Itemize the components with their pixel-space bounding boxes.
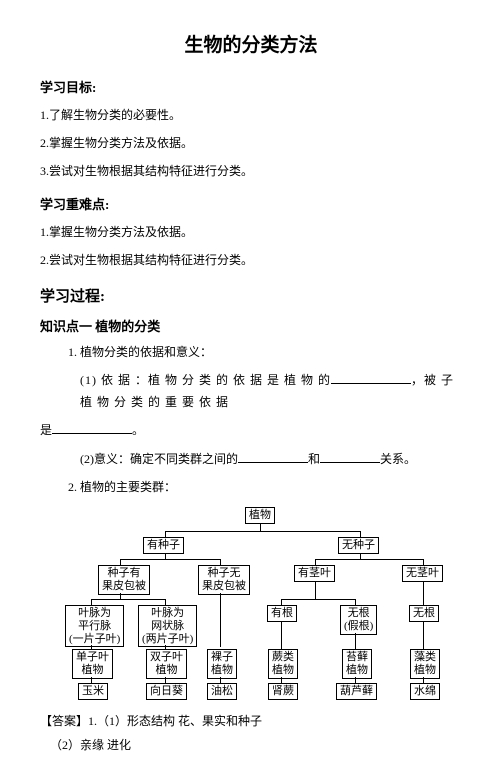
- tree-node: 向日葵: [146, 683, 187, 700]
- q2-text-a: (2)意义：确定不同类群之间的: [80, 452, 238, 466]
- q1-text-a: (1) 依 据 ：植 物 分 类 的 依 据 是 植 物 的: [80, 373, 331, 387]
- tree-node: 有根: [267, 605, 297, 622]
- tree-node: 肾蕨: [268, 683, 298, 700]
- tree-node: 玉米: [78, 683, 108, 700]
- difficult-item: 1.掌握生物分类方法及依据。: [40, 223, 462, 241]
- kp1-header: 知识点一 植物的分类: [40, 316, 462, 335]
- goal-item: 2.掌握生物分类方法及依据。: [40, 134, 462, 152]
- kp1-q1-cont: 是。: [40, 421, 462, 440]
- tree-line: [315, 581, 316, 599]
- tree-line: [423, 581, 424, 605]
- tree-node: 有茎叶: [294, 565, 335, 582]
- process-header: 学习过程:: [40, 285, 462, 306]
- q1-text-d: 。: [132, 423, 144, 437]
- tree-node: 裸子植物: [207, 649, 237, 678]
- difficult-header: 学习重难点:: [40, 194, 462, 213]
- tree-node: 种子无果皮包被: [198, 565, 250, 594]
- tree-node: 蕨类植物: [268, 649, 298, 678]
- kp1-line1: 1. 植物分类的依据和意义：: [68, 343, 462, 362]
- tree-node-root: 植物: [245, 507, 275, 524]
- tree-line: [120, 559, 220, 560]
- blank-field[interactable]: [52, 433, 132, 434]
- tree-node: 单子叶植物: [72, 649, 113, 678]
- tree-line: [355, 633, 356, 649]
- tree-line: [165, 531, 360, 532]
- goal-item: 3.尝试对生物根据其结构特征进行分类。: [40, 162, 462, 180]
- tree-node: 双子叶植物: [146, 649, 187, 678]
- q2-text-b: 和: [308, 452, 320, 466]
- tree-node: 葫芦藓: [336, 683, 377, 700]
- tree-node: 无根: [409, 605, 439, 622]
- tree-node: 油松: [207, 683, 237, 700]
- kp1-q2: (2)意义：确定不同类群之间的 和 关系。: [80, 449, 462, 471]
- tree-node: 无茎叶: [402, 565, 443, 582]
- tree-node: 无根(假根): [340, 605, 377, 634]
- answer-text1: 1.（1）形态结构 花、果实和种子: [88, 714, 262, 728]
- answer-line2: （2）亲缘 进化: [50, 736, 462, 754]
- kp1-line2: 2. 植物的主要类群：: [68, 478, 462, 497]
- page-title: 生物的分类方法: [40, 30, 462, 57]
- tree-line: [281, 621, 282, 649]
- blank-field[interactable]: [331, 383, 411, 384]
- tree-line: [423, 621, 424, 649]
- tree-node: 有种子: [143, 537, 184, 554]
- tree-node: 叶脉为网状脉(两片子叶): [138, 605, 197, 647]
- blank-field[interactable]: [238, 462, 308, 463]
- answer-label: 【答案】: [40, 714, 88, 728]
- kp1-q1: (1) 依 据 ：植 物 分 类 的 依 据 是 植 物 的，被 子 植 物 分…: [80, 370, 462, 413]
- tree-line: [315, 559, 423, 560]
- tree-node: 水绵: [410, 683, 440, 700]
- goal-item: 1.了解生物分类的必要性。: [40, 106, 462, 124]
- tree-node: 苔藓植物: [342, 649, 372, 678]
- difficult-item: 2.尝试对生物根据其结构特征进行分类。: [40, 251, 462, 269]
- tree-node: 种子有果皮包被: [98, 565, 150, 594]
- tree-node: 无种子: [338, 537, 379, 554]
- tree-line: [220, 593, 221, 647]
- tree-node: 藻类植物: [410, 649, 440, 678]
- tree-node: 叶脉为平行脉(一片子叶): [65, 605, 124, 647]
- tree-line: [260, 523, 261, 531]
- plant-tree-diagram: 植物 有种子 无种子 种子有果皮包被 种子无果皮包被 有茎叶 无茎叶 叶脉为: [70, 507, 460, 702]
- blank-field[interactable]: [320, 462, 380, 463]
- tree-line: [91, 599, 165, 600]
- goals-header: 学习目标:: [40, 77, 462, 96]
- answer-line1: 【答案】1.（1）形态结构 花、果实和种子: [40, 712, 462, 730]
- tree-line: [281, 599, 355, 600]
- q2-text-c: 关系。: [380, 452, 416, 466]
- q1-text-c: 是: [40, 423, 52, 437]
